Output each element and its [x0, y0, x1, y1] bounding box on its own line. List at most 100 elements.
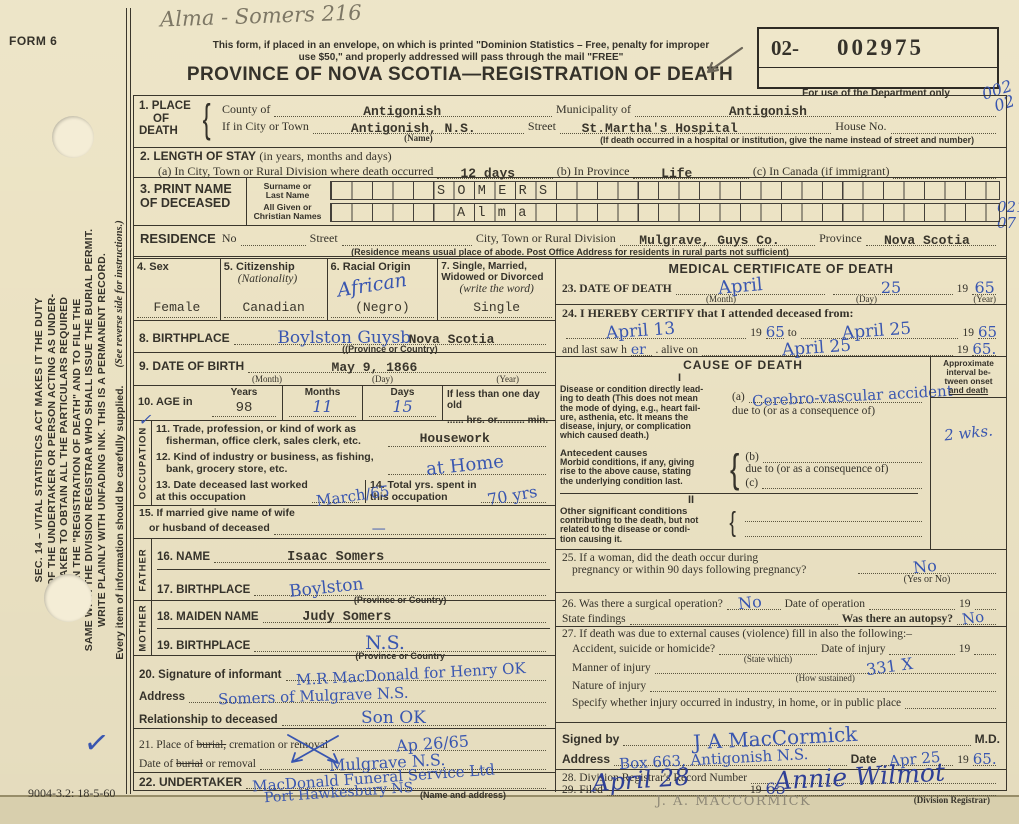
mother-block: MOTHER 18. MAIDEN NAME Judy Somers 19. B… — [134, 601, 555, 661]
father-block: FATHER 16. NAME Isaac Somers 17. BIRTHPL… — [134, 539, 555, 605]
age-check: ✓ — [138, 410, 152, 429]
sex-value: Female — [137, 300, 217, 318]
medical-title: MEDICAL CERTIFICATE OF DEATH — [668, 262, 894, 276]
given-name-grid: Alma — [330, 203, 1000, 222]
operation-hw: No — [736, 591, 763, 614]
county-value: Antigonish — [363, 104, 442, 119]
hole-punch — [52, 116, 94, 158]
pencil-arrow-icon — [706, 46, 744, 74]
spouse-dash: — — [371, 520, 386, 537]
sec14-notice: SEC. 14 – VITAL STATISTICS ACT MAKES IT … — [33, 228, 108, 652]
father-name-value: Isaac Somers — [287, 550, 385, 565]
occupation-value: Housework — [419, 431, 490, 446]
age-years: 98 — [212, 400, 276, 417]
brace: { — [730, 446, 740, 491]
page-title: PROVINCE OF NOVA SCOTIA—REGISTRATION OF … — [186, 64, 734, 85]
marital-status-value: Single — [441, 300, 552, 318]
brace: { — [729, 505, 736, 537]
signed-block: Signed by J A MacCormick M.D. Address Bo… — [556, 722, 1006, 773]
field-9-date-of-birth: 9. DATE OF BIRTH May 9, 1866 (Month) (Da… — [134, 353, 555, 386]
swap-arrow-icon — [287, 734, 339, 764]
father-vertical-label: FATHER — [137, 547, 148, 592]
residence-note: (Residence means usual place of abode. P… — [351, 247, 789, 257]
signed-year-hw: 65. — [972, 750, 997, 768]
informant-relationship-hw: Son OK — [360, 708, 426, 729]
field-23-date-of-death: 23. DATE OF DEATH April 25 19 65 (Month)… — [556, 274, 1006, 305]
other-conditions-description: Other significant conditions contributin… — [560, 505, 699, 544]
informant-address-hw: Somers of Mulgrave N.S. — [217, 684, 409, 709]
citizenship-value: Canadian — [223, 300, 324, 318]
birthplace-typed: Nova Scotia — [408, 332, 495, 347]
field-place-of-death: 1. PLACE OF DEATH { County of Antigonish… — [134, 96, 1006, 148]
surname-value: SOMERS — [437, 184, 560, 199]
registration-form: 1. PLACE OF DEATH { County of Antigonish… — [133, 95, 1007, 809]
residence-province-value: Nova Scotia — [884, 233, 970, 248]
city-value: Antigonish, N.S. — [350, 121, 476, 136]
antecedent-description: Antecedent causes Morbid conditions, if … — [560, 447, 695, 486]
reverse-side-note: (See reverse side for instructions.) — [114, 220, 125, 368]
cause-of-death-box: CAUSE OF DEATH I Disease or condition di… — [556, 357, 1006, 550]
scan-edge — [0, 795, 1019, 824]
field-8-birthplace: 8. BIRTHPLACE Boylston Guysb Nova Scotia… — [134, 321, 555, 354]
industry-hw: at Home — [425, 450, 505, 481]
print-code: 9004-3.2: 18-5-60 — [28, 786, 116, 800]
age-months: 11 — [289, 397, 356, 417]
name-sublabel: (Name) — [404, 133, 433, 143]
hole-punch — [44, 574, 92, 622]
field-15-spouse: 15. If married give name of wife or husb… — [134, 506, 555, 539]
death-day-hw: 25 — [880, 278, 902, 297]
dob-value: May 9, 1866 — [331, 360, 418, 375]
pencil-name-note: J. A. MACCORMICK — [656, 794, 812, 809]
given-name-value: Alma — [457, 206, 539, 221]
surname-grid: SOMERS — [330, 181, 1000, 200]
left-double-rule — [126, 8, 131, 794]
field-print-name: 3. PRINT NAME OF DECEASED Surname or Last… — [134, 178, 1006, 226]
struck-burial-word2: burial — [176, 758, 203, 770]
autopsy-hw: No — [961, 607, 986, 629]
disease-description: Disease or condition directly lead- ing … — [560, 384, 704, 441]
pregnancy-hw: No — [912, 555, 938, 578]
her-hw: er — [630, 342, 646, 358]
struck-burial-word: burial, — [196, 739, 227, 751]
street-value: St.Martha's Hospital — [581, 121, 738, 136]
occupation-block: OCCUPATION 11. Trade, profession, or kin… — [134, 421, 555, 510]
field-residence: RESIDENCE No Street City, Town or Rural … — [134, 226, 1006, 259]
pencil-annotation: Alma - Somers 216 — [159, 0, 363, 32]
personal-section: 4. Sex Female 5. Citizenship (Nationalit… — [134, 259, 556, 806]
supplied-note: Every item of information should be care… — [114, 385, 126, 660]
age-days: 15 — [369, 397, 436, 417]
last-seen-year-hw: 65. — [972, 340, 997, 358]
field-10-age: 10. AGE in ✓ Years 98 Months 11 Days 15 — [134, 386, 555, 429]
birthplace-hw: Boylston Guysb — [277, 328, 412, 348]
field-25-pregnancy: 25. If a woman, did the death occur duri… — [556, 550, 1006, 593]
residence-city-value: Mulgrave, Guys Co. — [639, 233, 780, 248]
interval-hw: 2 wks. — [943, 421, 994, 445]
fields-4-7: 4. Sex Female 5. Citizenship (Nationalit… — [134, 259, 555, 321]
reg-prefix: 02- — [771, 35, 799, 60]
field-24-attended: 24. I HEREBY CERTIFY that I attended dec… — [556, 305, 1006, 360]
occupation-vertical-label: OCCUPATION — [137, 426, 148, 500]
registration-number-box: 02- 002975 — [757, 27, 999, 89]
cause-title: CAUSE OF DEATH — [683, 358, 803, 372]
left-margin-text: SEC. 14 – VITAL STATISTICS ACT MAKES IT … — [14, 110, 126, 770]
field-26-operation: 26. Was there a surgical operation? No D… — [556, 591, 1006, 629]
mother-vertical-label: MOTHER — [137, 604, 148, 652]
mail-instruction: This form, if placed in an envelope, on … — [212, 40, 710, 63]
field-20-informant: 20. Signature of informant M.R MacDonald… — [134, 656, 555, 729]
hospital-note: (If death occurred in a hospital or inst… — [600, 135, 974, 145]
field-21-burial: 21. Place of burial, cremation or remova… — [134, 729, 555, 775]
stay-city-value: 12 days — [460, 166, 516, 181]
mother-name-value: Judy Somers — [302, 609, 392, 625]
mother-birthplace-hw: N.S. — [365, 631, 405, 654]
filed-year-hw: 65 — [765, 779, 786, 798]
municipality-value: Antigonish — [728, 104, 807, 119]
racial-origin-typed: (Negro) — [330, 300, 435, 318]
field-length-of-stay: 2. LENGTH OF STAY (in years, months and … — [134, 148, 1006, 181]
form-number: FORM 6 — [9, 34, 58, 48]
department-note: For use of the Department only — [802, 88, 950, 99]
medical-certificate-section: MEDICAL CERTIFICATE OF DEATH 23. DATE OF… — [556, 259, 1006, 809]
stay-province-value: Life — [661, 166, 693, 181]
death-year-hw: 65 — [974, 278, 995, 297]
field-22-undertaker: 22. UNDERTAKER MacDonald Funeral Service… — [134, 761, 555, 806]
